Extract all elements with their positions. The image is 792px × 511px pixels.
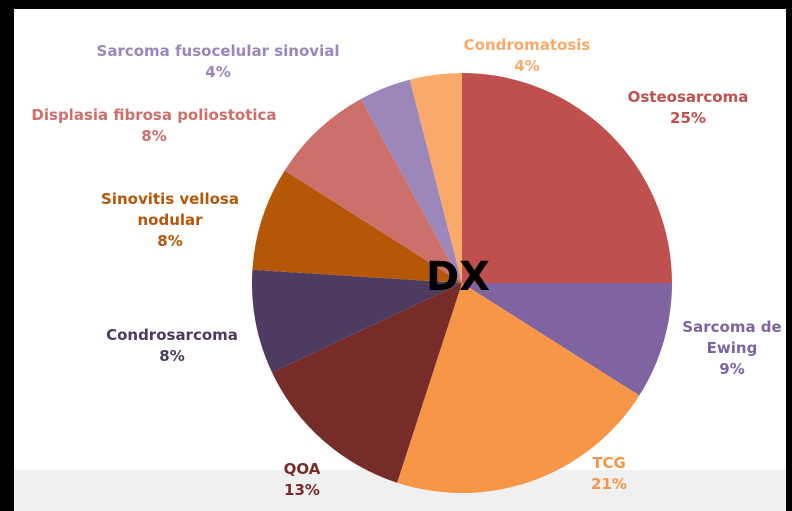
value-label: 13% — [284, 481, 320, 499]
slice-label: TCG 21% — [569, 453, 649, 495]
slice-label: Sarcoma de Ewing 9% — [672, 317, 786, 380]
category-label: Displasia fibrosa poliostotica — [31, 106, 277, 124]
value-label: 8% — [157, 232, 183, 250]
slice-label: Osteosarcoma 25% — [618, 87, 758, 129]
slice-label: Condrosarcoma 8% — [72, 325, 272, 367]
value-label: 4% — [514, 57, 540, 75]
slice-label: Displasia fibrosa poliostotica 8% — [14, 105, 299, 147]
chart-area: DX Osteosarcoma 25% Sarcoma de Ewing 9% TCG 2… — [14, 9, 786, 511]
category-label: Condrosarcoma — [106, 326, 238, 344]
category-label: TCG — [592, 454, 626, 472]
pie-slice — [462, 73, 672, 283]
slice-label: QOA 13% — [262, 459, 342, 501]
pie-slice — [284, 98, 462, 284]
category-label: Sarcoma de Ewing — [682, 318, 782, 357]
pie-slice — [252, 170, 462, 283]
slice-label: Condromatosis 4% — [427, 35, 627, 77]
category-label: Sinovitis vellosa nodular — [101, 190, 239, 229]
category-label: QOA — [283, 460, 321, 478]
value-label: 4% — [205, 63, 231, 81]
pie-slice — [462, 283, 672, 396]
value-label: 21% — [591, 475, 627, 493]
category-label: Osteosarcoma — [627, 88, 749, 106]
chart-title: DX — [426, 254, 490, 300]
pie-slice — [397, 283, 640, 493]
slice-label: Sinovitis vellosa nodular 8% — [80, 189, 260, 252]
chart: DX — [252, 73, 672, 493]
pie-slice — [271, 283, 462, 483]
slice-label: Sarcoma fusocelular sinovial 4% — [68, 41, 368, 83]
value-label: 25% — [670, 109, 706, 127]
category-label: Sarcoma fusocelular sinovial — [96, 42, 340, 60]
category-label: Condromatosis — [463, 36, 591, 54]
value-label: 8% — [141, 127, 167, 145]
pie-slice — [360, 79, 462, 283]
pie-slice — [252, 269, 462, 373]
value-label: 8% — [159, 347, 185, 365]
pie-slice — [409, 73, 462, 283]
value-label: 9% — [719, 360, 745, 378]
